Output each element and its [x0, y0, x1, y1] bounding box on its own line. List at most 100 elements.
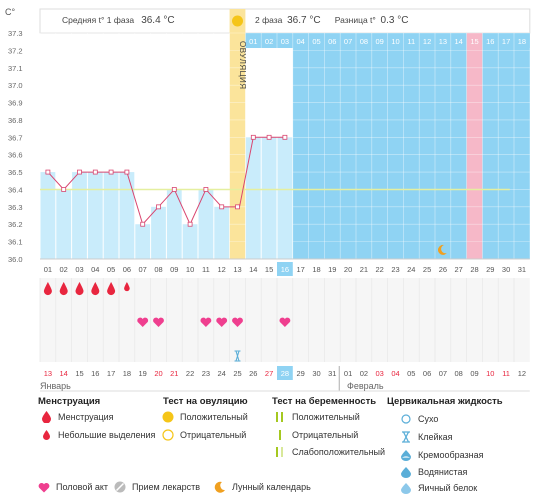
y-tick-label: 36.7	[8, 133, 23, 142]
temperature-chart: 37.3 37.2 37.1 37.0 36.9 36.8 36.7 36.6 36.5 36.4…	[8, 8, 531, 392]
top-day-number: 05	[312, 37, 320, 46]
cycle-day-label: 14	[249, 265, 257, 274]
top-day-number: 09	[376, 37, 384, 46]
cycle-day-label: 08	[154, 265, 162, 274]
pill-icon	[114, 481, 126, 493]
legend-cervical-eggwhite: Яичный белок	[400, 482, 477, 494]
phase1-value: 36.4 °C	[141, 15, 175, 26]
blood-drop-icon	[40, 411, 52, 423]
legend-pregnancy-weak: Слабоположительный	[274, 446, 385, 458]
moon-icon	[437, 244, 447, 255]
temperature-bar	[182, 224, 198, 259]
temperature-bar	[72, 172, 87, 259]
temperature-bar	[119, 172, 135, 259]
top-day-number: 08	[360, 37, 368, 46]
calendar-date-label: 22	[186, 369, 194, 378]
cycle-day-label: 20	[344, 265, 352, 274]
legend-medication: Прием лекарств	[114, 481, 200, 493]
weak-bar-icon	[274, 446, 286, 458]
temperature-point	[156, 204, 161, 210]
legend-label: Кремообразная	[418, 450, 484, 460]
temperature-point	[108, 169, 114, 175]
calendar-date-label: 18	[123, 369, 131, 378]
menstruation-drop-icon	[75, 282, 84, 296]
temperature-point	[219, 204, 225, 210]
heart-icon	[216, 317, 228, 327]
legend-label: Небольшие выделения	[58, 430, 156, 440]
cycle-day-label: 28	[470, 265, 478, 274]
temperature-point	[92, 169, 98, 175]
calendar-date-label: 19	[139, 369, 147, 378]
legend-cervical-creamy: Кремообразная	[400, 449, 484, 461]
dry-circle-icon	[400, 413, 412, 425]
legend-cervical-sticky: Клейкая	[400, 431, 453, 443]
header-bar	[39, 8, 531, 34]
menstruation-drop-icon	[91, 282, 100, 296]
top-day-number: 07	[344, 37, 352, 46]
calendar-date-label: 23	[202, 369, 210, 378]
temperature-point	[124, 169, 130, 175]
y-tick-label: 36.2	[8, 220, 23, 229]
legend-cervical-watery: Водянистая	[400, 466, 467, 478]
calendar-date-label: 05	[407, 369, 415, 378]
top-day-number: 14	[455, 37, 463, 46]
empty-circle-icon	[162, 429, 174, 441]
menstruation-drop-icon	[107, 282, 116, 296]
current-date-cell	[277, 366, 293, 380]
cycle-day-label: 19	[328, 265, 336, 274]
temperature-line	[47, 136, 285, 226]
calendar-date-label: 16	[91, 369, 99, 378]
phase1-average: Средняя t° 1 фаза 36.4 °C	[62, 15, 175, 26]
menstruation-drop-icon	[124, 282, 130, 292]
calendar-date-label: 31	[328, 369, 336, 378]
heart-icon	[279, 317, 291, 327]
temperature-point	[282, 134, 288, 140]
y-tick-label: 37.0	[8, 81, 23, 90]
top-day-number: 11	[407, 37, 415, 46]
y-tick-label: 36.1	[8, 238, 23, 247]
calendar-date-label: 12	[518, 369, 526, 378]
calendar-date-label: 02	[360, 369, 368, 378]
legend-cervical-dry: Сухо	[400, 413, 438, 425]
legend-label: Отрицательный	[292, 430, 359, 440]
top-day-number: 01	[249, 37, 257, 46]
legend-label: Сухо	[418, 414, 439, 424]
top-day-number: 13	[439, 37, 447, 46]
calendar-date-label: 30	[312, 369, 320, 378]
top-day-number: 12	[423, 37, 431, 46]
y-axis-unit: C°	[5, 7, 16, 17]
cycle-day-label: 26	[439, 265, 447, 274]
future-region	[292, 33, 530, 259]
cycle-day-label: 15	[265, 265, 273, 274]
y-tick-label: 37.2	[8, 46, 23, 55]
single-bar-icon	[274, 429, 286, 441]
temperature-point	[266, 134, 272, 140]
calendar-date-label: 09	[470, 369, 478, 378]
temperature-point	[61, 187, 67, 192]
cycle-day-label: 24	[407, 265, 415, 274]
legend-intercourse: Половой акт	[38, 481, 108, 493]
eggwhite-drop-icon	[400, 482, 412, 494]
calendar-date-label: 11	[502, 369, 510, 378]
temperature-point	[45, 169, 51, 175]
calendar-date-label: 20	[154, 369, 162, 378]
temperature-bar	[198, 189, 214, 259]
y-tick-label: 36.4	[8, 185, 23, 194]
legend-label: Лунный календарь	[232, 482, 311, 492]
cycle-day-label: 30	[502, 265, 510, 274]
legend-ovulation-positive: Положительный	[162, 411, 248, 423]
y-tick-label: 36.0	[8, 255, 23, 264]
cycle-day-label: 01	[44, 265, 52, 274]
legend-label: Водянистая	[418, 467, 468, 477]
legend-cervical-title: Цервикальная жидкость	[387, 396, 503, 407]
diff-label: Разница t°	[334, 15, 376, 25]
temperature-bar	[277, 137, 293, 259]
calendar-date-label: 29	[297, 369, 305, 378]
phase2-average: 2 фаза 36.7 °C Разница t° 0.3 °C	[255, 15, 408, 26]
filled-circle-icon	[162, 411, 174, 423]
cycle-day-label: 13	[233, 265, 241, 274]
cycle-day-label: 25	[423, 265, 431, 274]
temperature-point	[77, 169, 82, 175]
legend-label: Клейкая	[418, 432, 453, 442]
cycle-day-label: 03	[75, 265, 83, 274]
